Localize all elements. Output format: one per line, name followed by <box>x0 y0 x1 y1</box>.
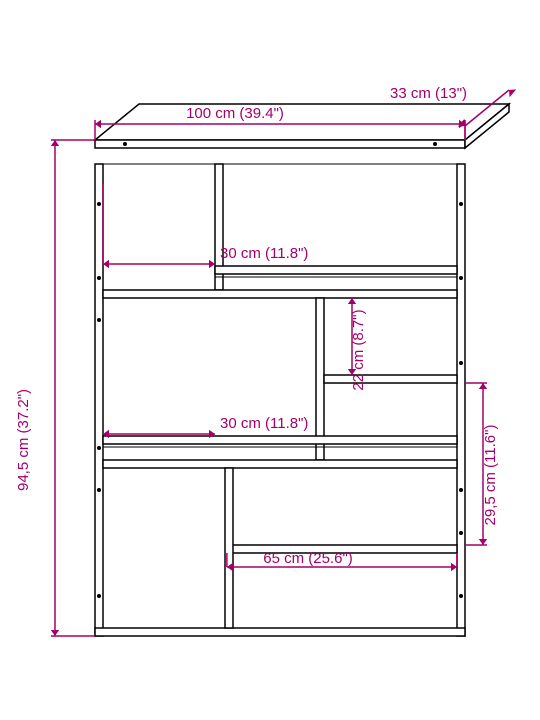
dim-295: 29,5 cm (11.6") <box>482 425 499 526</box>
dim-height: 94,5 cm (37.2") <box>15 389 32 491</box>
dim-65: 65 cm (25.6") <box>263 550 353 567</box>
dim-30a: 30 cm (11.8") <box>220 245 308 262</box>
dim-22: 22 cm (8.7") <box>350 309 367 390</box>
dim-depth: 33 cm (13") <box>390 85 467 102</box>
dim-30b: 30 cm (11.8") <box>220 415 308 432</box>
dim-width: 100 cm (39.4") <box>186 105 284 122</box>
